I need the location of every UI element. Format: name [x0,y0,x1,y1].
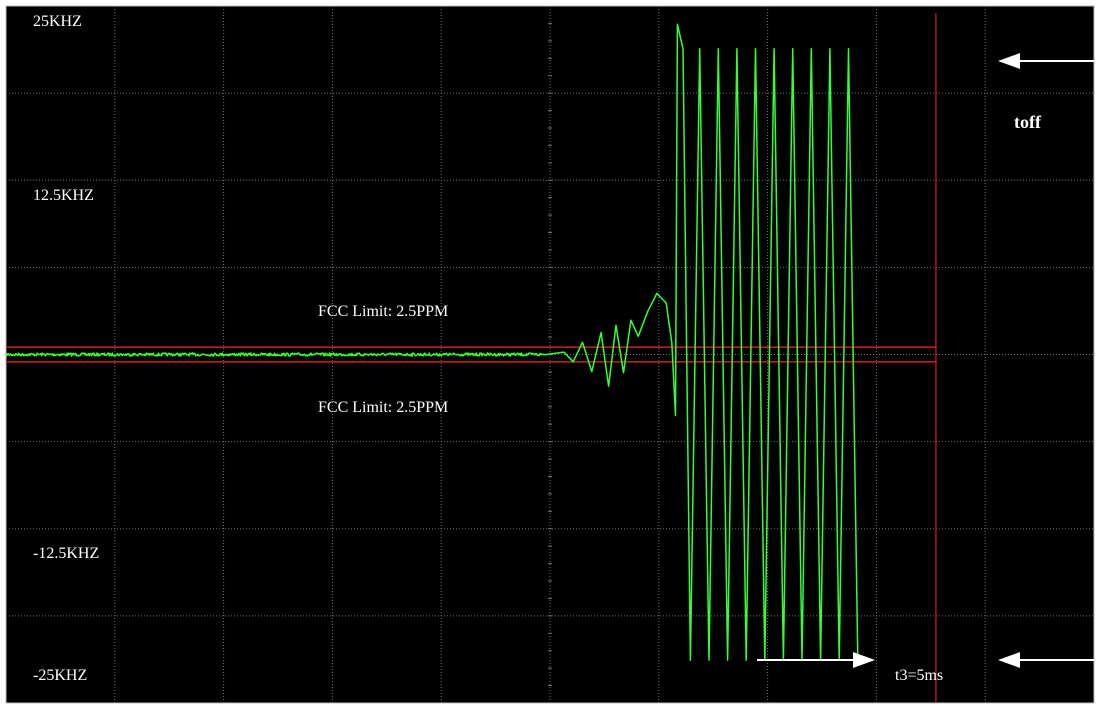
y-tick-label: 12.5KHZ [33,187,94,204]
fcc-limit-upper-label: FCC Limit: 2.5PPM [318,303,448,320]
trace-line [5,23,859,661]
annotation-arrows [757,53,1094,668]
y-tick-label: 25KHZ [33,13,82,30]
y-tick-label: -12.5KHZ [33,545,99,562]
y-tick-labels: 25KHZ 12.5KHZ -12.5KHZ -25KHZ [33,13,99,684]
fcc-limit-lower-label: FCC Limit: 2.5PPM [318,399,448,416]
t3-arrow-head [853,652,875,668]
toff-end-arrow-head [998,652,1020,668]
t3-marker-label: t3=5ms [895,667,943,684]
toff-annotation: toff [1014,112,1042,132]
toff-arrow-head [998,53,1020,69]
fcc-limit-lines [6,346,936,363]
y-tick-label: -25KHZ [33,667,87,684]
frequency-trace [5,23,859,661]
